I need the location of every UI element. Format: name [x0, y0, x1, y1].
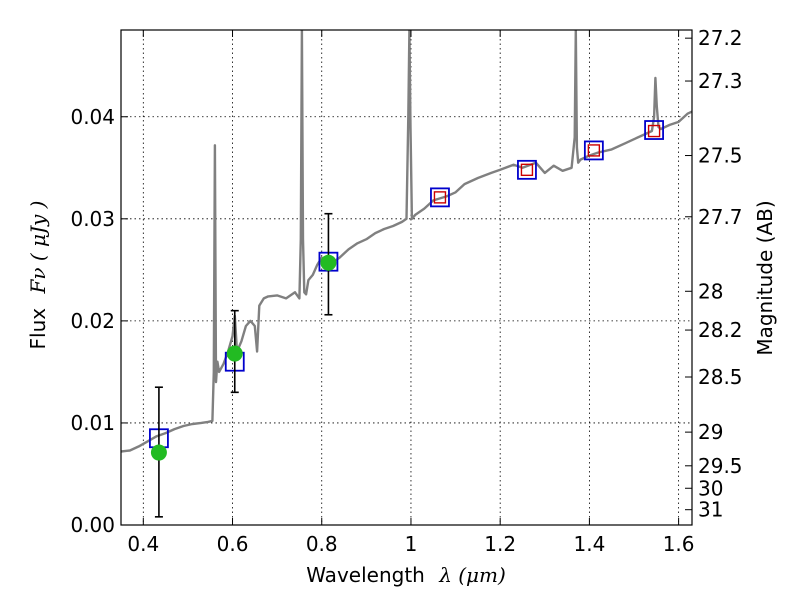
- mag-tick-label: 28: [698, 279, 723, 303]
- y-tick-label: 0.02: [70, 309, 115, 333]
- y-tick-label: 0.04: [70, 105, 115, 129]
- model-photometry-square: [644, 120, 664, 140]
- x-tick-label: 0.6: [217, 532, 249, 556]
- x-tick-label: 1: [405, 532, 418, 556]
- model-photometry-square: [517, 159, 537, 180]
- y-axis-label: Flux Fν ( μJy ): [26, 201, 50, 350]
- y-axis-label-text: Flux: [26, 308, 50, 350]
- mag-tick-label: 29.5: [698, 454, 743, 478]
- mag-tick-label: 28.2: [698, 318, 743, 342]
- y-tick-label: 0.00: [70, 513, 115, 537]
- model-spectrum: [121, 30, 692, 453]
- plot-frame: [120, 29, 693, 526]
- mag-tick-label: 28.5: [698, 365, 743, 389]
- mag-tick-label: 27.2: [698, 26, 743, 50]
- mag-tick-label: 27.5: [698, 144, 743, 168]
- mag-tick-label: 30: [698, 476, 723, 500]
- y-tick-label: 0.01: [70, 411, 115, 435]
- mag-tick-label: 29: [698, 420, 723, 444]
- detection-point: [226, 345, 243, 362]
- detection-point: [150, 444, 167, 461]
- grid-lines: [121, 30, 692, 526]
- x-tick-label: 1.4: [573, 532, 605, 556]
- x-tick-label: 0.4: [127, 532, 159, 556]
- observed-square: [647, 124, 661, 138]
- x-axis-label-text: Wavelength: [306, 563, 425, 587]
- model-photometry-square: [583, 140, 604, 161]
- x-tick-label: 1.6: [663, 532, 695, 556]
- mag-tick-label: 27.3: [698, 69, 743, 93]
- photometry-markers: [149, 120, 664, 518]
- x-axis-label-unit: λ (μm): [438, 563, 506, 587]
- model-photometry-square: [430, 187, 450, 208]
- spectrum-line: [121, 30, 692, 453]
- axis-ticks: 0.4 0.6 0.8 1 1.2 1.4 1.6 0.00 0.01 0.02 0.03 0.04 2…: [70, 26, 742, 556]
- y-tick-label: 0.03: [70, 207, 115, 231]
- y2-axis-label: Magnitude (AB): [753, 200, 777, 355]
- x-axis-label: Wavelength λ (μm): [306, 563, 506, 587]
- x-tick-label: 1.2: [484, 532, 516, 556]
- observed-square: [433, 191, 447, 204]
- observed-square: [520, 163, 534, 177]
- mag-tick-label: 31: [698, 498, 723, 522]
- x-tick-label: 0.8: [306, 532, 338, 556]
- mag-tick-label: 27.7: [698, 205, 743, 229]
- y-axis-label-unit: Fν ( μJy ): [26, 201, 50, 295]
- observed-square: [587, 144, 601, 157]
- detection-point: [320, 254, 337, 271]
